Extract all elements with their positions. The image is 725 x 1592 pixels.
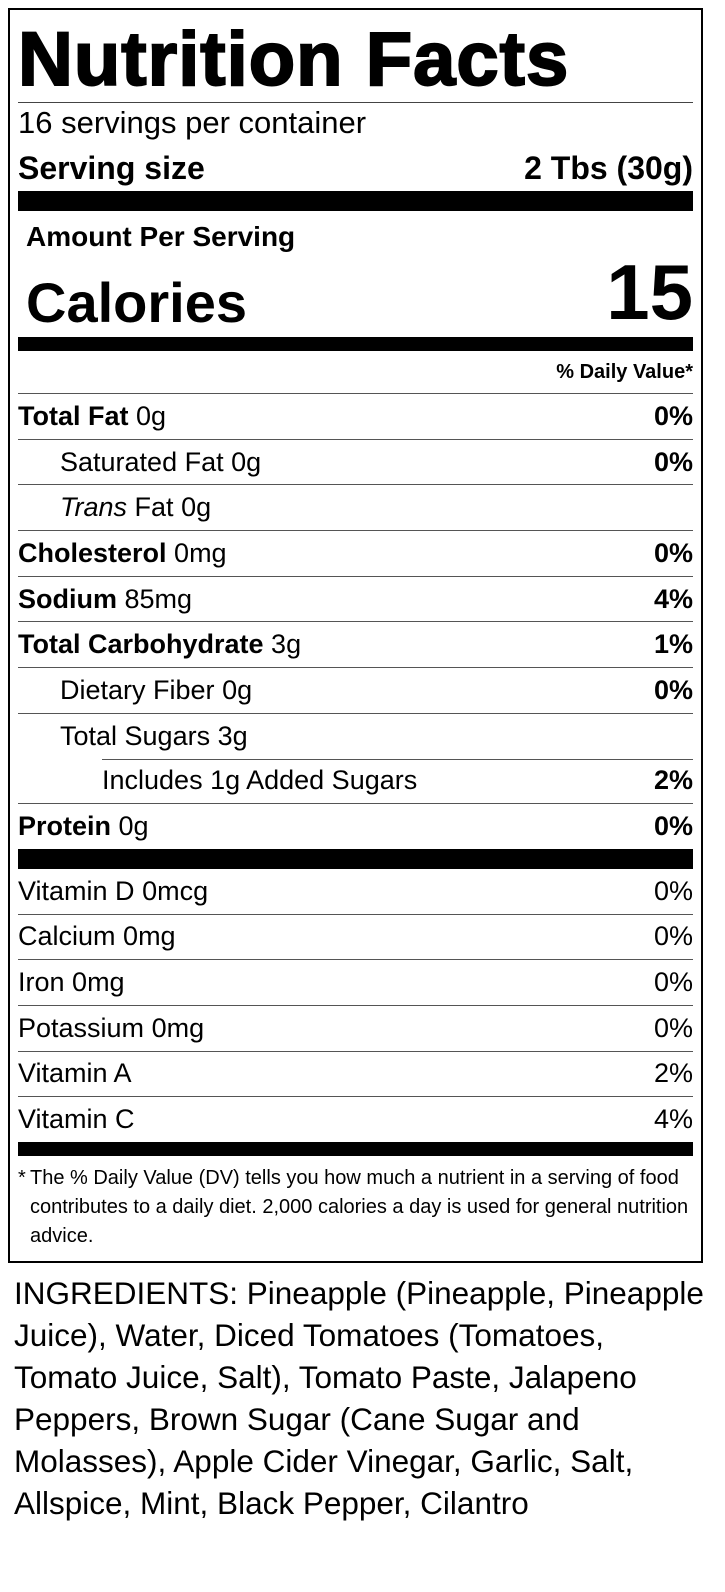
- vitamin: Vitamin C: [18, 1104, 135, 1135]
- nutrient-dv: 1%: [653, 629, 693, 660]
- vitamin-amount: 0mcg: [142, 875, 209, 906]
- vitamin-dv: 4%: [653, 1104, 693, 1135]
- serving-size-label: Serving size: [18, 149, 205, 186]
- nutrient-dv: 0%: [653, 674, 693, 705]
- nutrient-amount: 0g: [231, 446, 262, 477]
- calories-label: Calories: [26, 271, 247, 334]
- serving-size: Serving size 2 Tbs (30g): [18, 145, 693, 191]
- nutrition-label: Nutrition Facts 16 servings per containe…: [8, 8, 703, 1263]
- vitamin-amount: 0mg: [123, 921, 176, 952]
- bar: [18, 1142, 693, 1156]
- nutrient-dv: 4%: [653, 583, 693, 614]
- nutrient-row: Saturated Fat 0g 0%: [18, 438, 693, 485]
- vitamin-name: Vitamin D: [18, 875, 135, 906]
- nutrient-name: Includes 1g Added Sugars: [102, 765, 418, 796]
- nutrient-name: Dietary Fiber: [60, 674, 215, 705]
- nutrient-row: Total Carbohydrate 3g 1%: [18, 621, 693, 667]
- vitamin: Potassium 0mg: [18, 1013, 204, 1044]
- nutrient-row: Total Fat 0g 0%: [18, 393, 693, 439]
- nutrient: Total Carbohydrate 3g: [18, 629, 301, 660]
- nutrient: Sodium 85mg: [18, 584, 192, 615]
- vitamin-row: Vitamin A 2%: [18, 1050, 693, 1097]
- vitamin-dv: 0%: [653, 921, 693, 952]
- nutrient-amount: 85mg: [124, 583, 193, 614]
- nutrient-row: Sodium 85mg 4%: [18, 575, 693, 622]
- nutrient-name: Saturated Fat: [60, 446, 224, 477]
- vitamin-row: Vitamin D 0mcg 0%: [18, 869, 693, 914]
- nutrient-row: Protein 0g 0%: [18, 803, 693, 849]
- nutrient-name: Sodium: [18, 583, 117, 614]
- vitamin-dv: 0%: [653, 875, 693, 906]
- bar: [18, 848, 693, 869]
- vitamin-name: Calcium: [18, 921, 116, 952]
- vitamin: Vitamin A: [18, 1058, 132, 1089]
- rule: [18, 102, 693, 103]
- vitamin: Iron 0mg: [18, 967, 125, 998]
- nutrient-row: Includes 1g Added Sugars 2%: [18, 758, 693, 804]
- vitamin: Vitamin D 0mcg: [18, 876, 208, 907]
- vitamin-dv: 2%: [653, 1058, 693, 1089]
- bar: [18, 337, 693, 351]
- vitamin-dv: 0%: [653, 967, 693, 998]
- nutrient-name: Total Fat: [18, 400, 129, 431]
- vitamin-row: Vitamin C 4%: [18, 1096, 693, 1142]
- nutrient-dv: 0%: [653, 537, 693, 568]
- vitamins: Vitamin D 0mcg 0% Calcium 0mg 0% Iron 0mg 0% P…: [18, 869, 693, 1142]
- nutrient: Trans Fat 0g: [18, 492, 211, 523]
- bar: [18, 191, 693, 211]
- nutrients: Total Fat 0g 0% Saturated Fat 0g 0% Trans Fa…: [18, 393, 693, 849]
- nutrient-amount: 0mg: [174, 537, 227, 568]
- vitamin-amount: 0mg: [151, 1012, 205, 1043]
- amount-per-serving: Amount Per Serving: [26, 221, 296, 252]
- nutrient-dv: 0%: [653, 446, 693, 477]
- nutrient: Cholesterol 0mg: [18, 538, 227, 569]
- calories-value: 15: [606, 248, 693, 336]
- nutrient: Total Fat 0g: [18, 401, 166, 432]
- nutrient-row: Trans Fat 0g: [18, 484, 693, 530]
- nutrient-name: Cholesterol: [18, 537, 167, 568]
- vitamin-name: Vitamin A: [18, 1058, 132, 1089]
- footnote-mark: *: [18, 1167, 26, 1189]
- vitamin-amount: 0mg: [72, 967, 125, 998]
- nutrient-dv: 2%: [653, 765, 693, 796]
- nutrient: Saturated Fat 0g: [18, 447, 261, 478]
- nutrient: Dietary Fiber 0g: [18, 675, 252, 706]
- nutrient-dv: 0%: [653, 811, 693, 842]
- nutrient-name: Total Sugars: [60, 720, 211, 751]
- vitamin: Calcium 0mg: [18, 921, 176, 952]
- nutrient-amount: 0g: [181, 492, 212, 523]
- nutrient-amount: 0g: [222, 674, 253, 705]
- nutrient-row: Cholesterol 0mg 0%: [18, 530, 693, 576]
- nutrient: Protein 0g: [18, 811, 149, 842]
- vitamin-row: Calcium 0mg 0%: [18, 913, 693, 960]
- nutrient: Includes 1g Added Sugars: [18, 765, 417, 796]
- serving-size-value: 2 Tbs (30g): [524, 149, 693, 186]
- nutrient-italic: Trans: [60, 492, 128, 523]
- nutrient-amount: 3g: [271, 629, 302, 660]
- nutrient-dv: 0%: [653, 400, 693, 431]
- nutrient: Total Sugars 3g: [18, 721, 248, 752]
- vitamin-row: Potassium 0mg 0%: [18, 1004, 693, 1051]
- title: Nutrition Facts: [17, 17, 570, 103]
- nutrient-name: Fat: [134, 492, 174, 523]
- nutrient-row: Dietary Fiber 0g 0%: [18, 667, 693, 713]
- nutrient-name: Total Carbohydrate: [18, 629, 264, 660]
- nutrient-amount: 0g: [136, 400, 167, 431]
- nutrient-amount: 0g: [118, 811, 149, 842]
- nutrient-name: Protein: [18, 811, 112, 842]
- dv-header: % Daily Value*: [556, 361, 693, 383]
- vitamin-dv: 0%: [653, 1012, 693, 1043]
- vitamin-name: Vitamin C: [18, 1104, 135, 1135]
- vitamin-name: Iron: [18, 967, 65, 998]
- nutrient-amount: 3g: [217, 720, 248, 751]
- footnote: * The % Daily Value (DV) tells you how m…: [18, 1164, 693, 1251]
- vitamin-name: Potassium: [18, 1012, 145, 1043]
- calories: Calories 15: [18, 248, 693, 337]
- servings: 16 servings per container: [18, 105, 367, 140]
- nutrient-row: Total Sugars 3g: [18, 712, 693, 759]
- ingredients: INGREDIENTS: Pineapple (Pineapple, Pinea…: [14, 1275, 704, 1521]
- vitamin-row: Iron 0mg 0%: [18, 959, 693, 1005]
- footnote-text: The % Daily Value (DV) tells you how muc…: [30, 1167, 689, 1247]
